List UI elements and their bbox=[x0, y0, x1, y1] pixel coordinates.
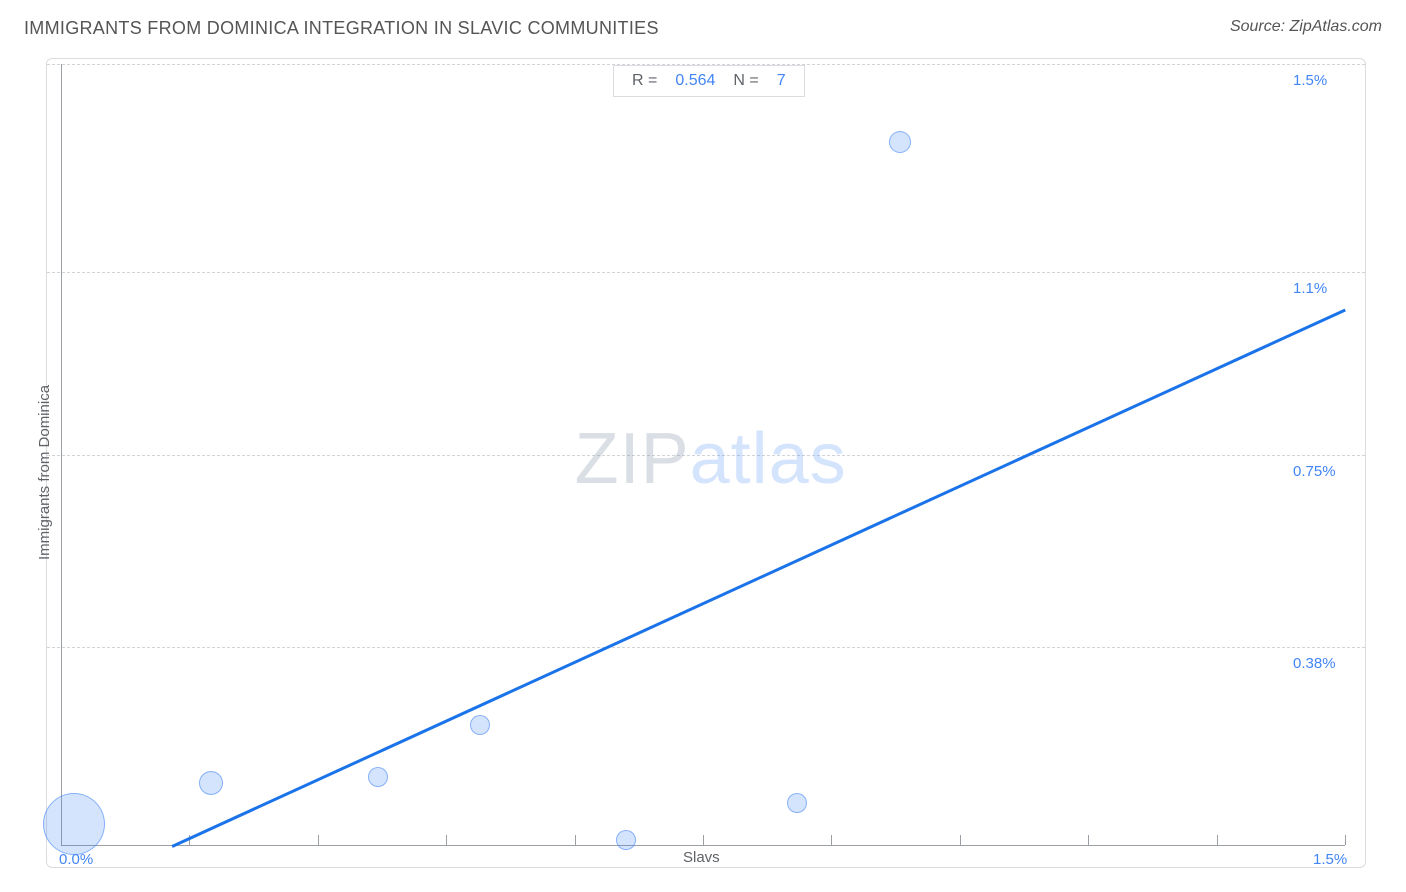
data-point[interactable] bbox=[616, 830, 636, 850]
x-tick bbox=[1345, 835, 1346, 845]
chart-container: ZIPatlas0.0%1.5%0.38%0.75%1.1%1.5%SlavsR… bbox=[46, 58, 1366, 868]
y-tick-label: 0.75% bbox=[1293, 463, 1336, 480]
x-tick bbox=[1217, 835, 1218, 845]
y-axis-title: Immigrants from Dominica bbox=[36, 385, 53, 560]
chart-source: Source: ZipAtlas.com bbox=[1230, 18, 1382, 36]
grid-line bbox=[47, 272, 1365, 273]
n-label: N = bbox=[733, 72, 758, 90]
data-point[interactable] bbox=[889, 131, 911, 153]
grid-line bbox=[47, 647, 1365, 648]
grid-line bbox=[47, 455, 1365, 456]
watermark: ZIPatlas bbox=[575, 418, 847, 500]
n-value: 7 bbox=[777, 72, 786, 90]
data-point[interactable] bbox=[43, 793, 105, 855]
x-axis bbox=[61, 845, 1345, 846]
x-tick bbox=[831, 835, 832, 845]
x-tick bbox=[703, 835, 704, 845]
y-tick-label: 1.5% bbox=[1293, 72, 1327, 89]
r-value: 0.564 bbox=[675, 72, 715, 90]
x-tick bbox=[960, 835, 961, 845]
x-tick bbox=[575, 835, 576, 845]
data-point[interactable] bbox=[368, 767, 388, 787]
stats-box: R = 0.564 N = 7 bbox=[613, 65, 805, 97]
data-point[interactable] bbox=[787, 793, 807, 813]
chart-header: IMMIGRANTS FROM DOMINICA INTEGRATION IN … bbox=[0, 0, 1406, 45]
r-label: R = bbox=[632, 72, 657, 90]
x-axis-title: Slavs bbox=[683, 849, 720, 866]
chart-title: IMMIGRANTS FROM DOMINICA INTEGRATION IN … bbox=[24, 18, 659, 39]
y-tick-label: 1.1% bbox=[1293, 280, 1327, 297]
data-point[interactable] bbox=[199, 771, 223, 795]
x-tick bbox=[1088, 835, 1089, 845]
x-tick-label: 1.5% bbox=[1313, 851, 1347, 868]
y-tick-label: 0.38% bbox=[1293, 655, 1336, 672]
x-tick bbox=[318, 835, 319, 845]
x-tick bbox=[446, 835, 447, 845]
trend-line bbox=[172, 309, 1346, 848]
plot-area: ZIPatlas0.0%1.5%0.38%0.75%1.1%1.5%SlavsR… bbox=[47, 59, 1365, 867]
data-point[interactable] bbox=[470, 715, 490, 735]
y-axis bbox=[61, 64, 62, 845]
